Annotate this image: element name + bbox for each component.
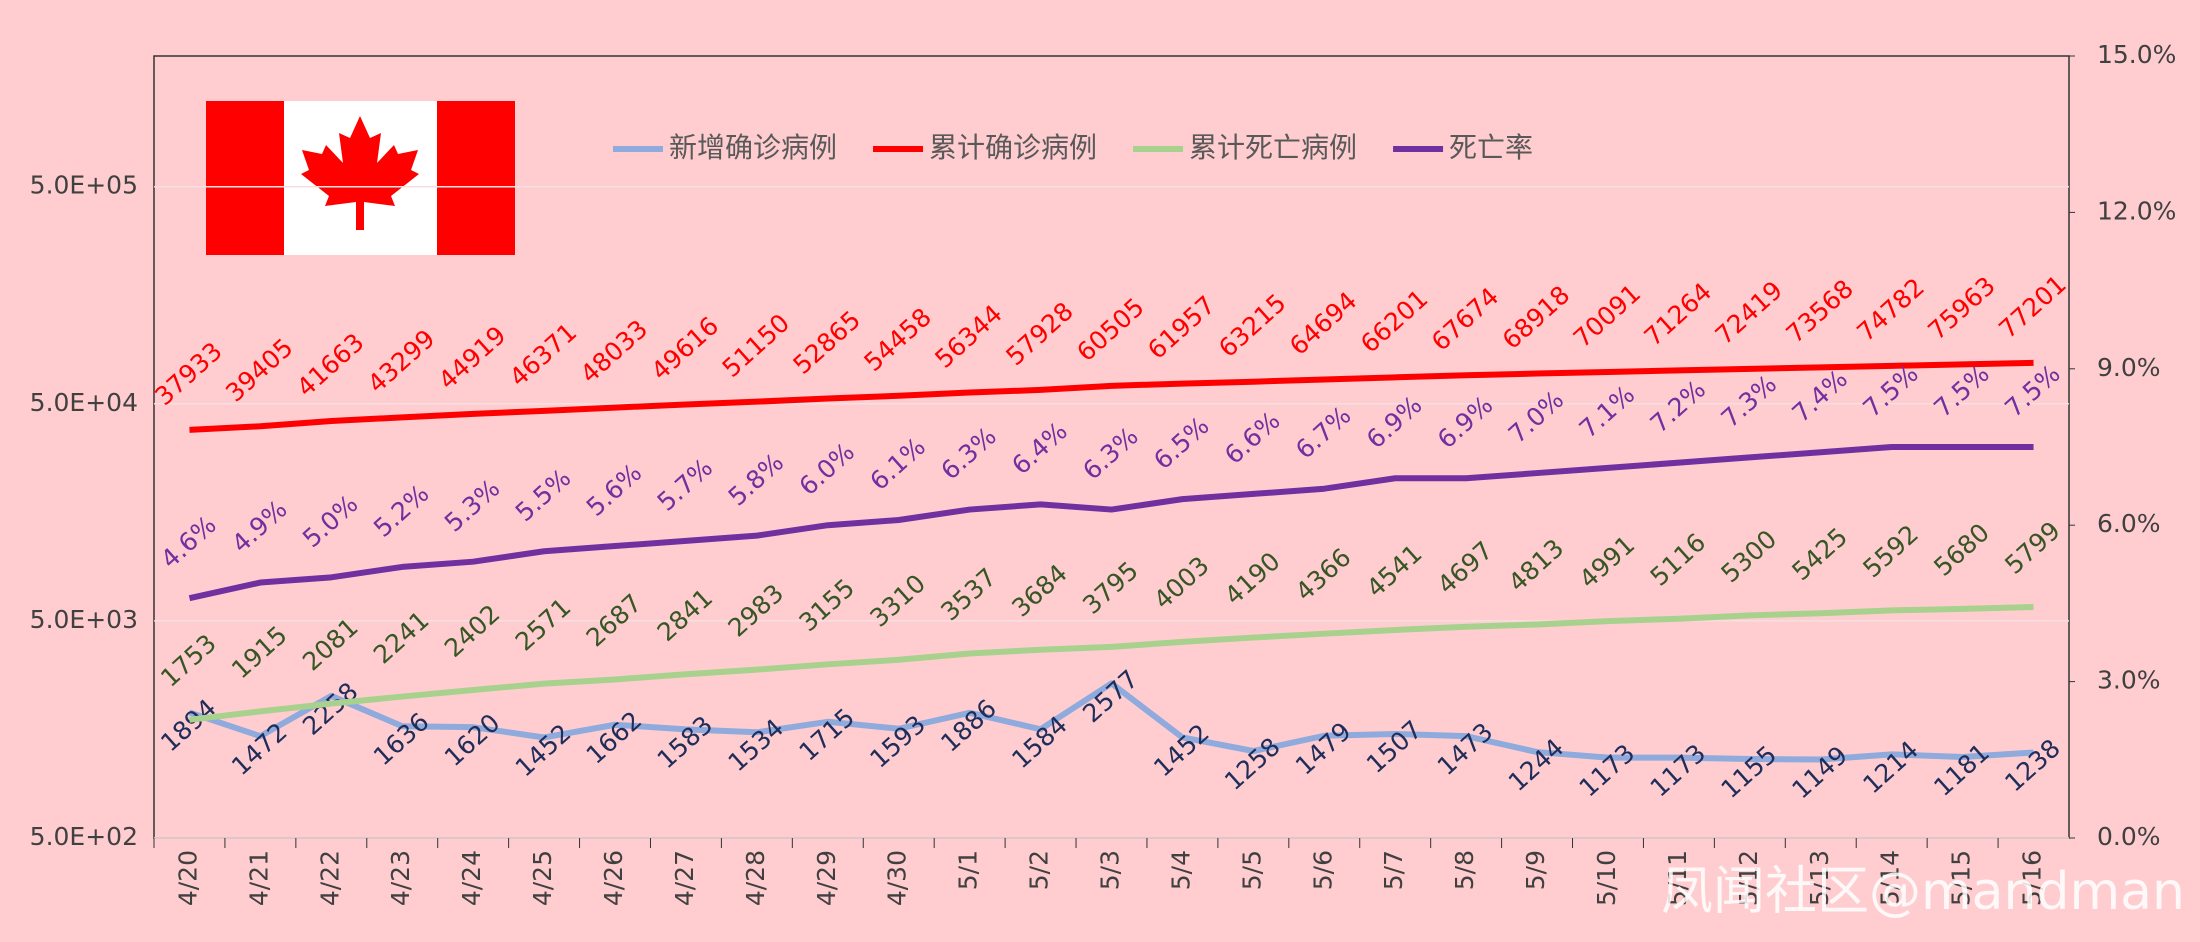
x-tick-label: 4/27 [670, 850, 699, 906]
x-tick-label: 4/30 [883, 850, 912, 906]
x-tick-label: 5/8 [1450, 850, 1479, 890]
x-tick-label: 5/1 [954, 850, 983, 890]
maple-leaf [301, 116, 419, 230]
x-tick-label: 5/10 [1592, 850, 1621, 906]
watermark: 凤闻社区@mandman [1661, 862, 2185, 922]
y2-tick-label: 0.0% [2097, 822, 2161, 851]
x-tick-label: 5/6 [1308, 850, 1337, 890]
x-tick-label: 5/12 [1734, 850, 1763, 906]
x-tick-label: 4/26 [599, 850, 628, 906]
x-tick-label: 4/28 [741, 850, 770, 906]
x-tick-label: 5/14 [1876, 850, 1905, 906]
x-tick-label: 5/2 [1025, 850, 1054, 890]
y-tick-label: 5.0E+04 [30, 388, 138, 417]
y2-tick-label: 15.0% [2097, 40, 2176, 69]
x-tick-label: 4/22 [315, 850, 344, 906]
x-tick-label: 5/4 [1166, 850, 1195, 890]
y2-tick-label: 12.0% [2097, 196, 2176, 225]
y-tick-label: 5.0E+05 [30, 171, 138, 200]
series-line [189, 359, 2034, 433]
x-tick-label: 5/15 [1947, 850, 1976, 906]
legend-label: 累计死亡病例 [1189, 131, 1357, 164]
x-tick-label: 5/9 [1521, 850, 1550, 890]
legend-label: 新增确诊病例 [669, 131, 837, 164]
y-tick-label: 5.0E+03 [30, 605, 138, 634]
y2-tick-label: 9.0% [2097, 353, 2161, 382]
x-tick-label: 4/23 [386, 850, 415, 906]
y2-tick-label: 6.0% [2097, 509, 2161, 538]
x-tick-label: 5/16 [2018, 850, 2047, 906]
flag-bar [437, 101, 515, 255]
x-tick-label: 5/7 [1379, 850, 1408, 890]
x-tick-label: 4/20 [173, 850, 202, 906]
legend-label: 累计确诊病例 [929, 131, 1097, 164]
x-tick-label: 4/29 [812, 850, 841, 906]
series-line [189, 603, 2034, 723]
series-line [188, 680, 2034, 763]
series-line [188, 444, 2034, 602]
x-tick-label: 5/11 [1663, 850, 1692, 906]
x-tick-label: 4/24 [457, 850, 486, 906]
y-tick-label: 5.0E+02 [30, 822, 138, 851]
x-tick-label: 4/25 [528, 850, 557, 906]
legend-label: 死亡率 [1449, 131, 1533, 164]
flag-bar [206, 101, 284, 255]
y2-tick-label: 3.0% [2097, 666, 2161, 695]
x-tick-label: 5/13 [1805, 850, 1834, 906]
x-tick-label: 5/3 [1096, 850, 1125, 890]
x-tick-label: 5/5 [1237, 850, 1266, 890]
flag [206, 101, 515, 255]
x-tick-label: 4/21 [244, 850, 273, 906]
